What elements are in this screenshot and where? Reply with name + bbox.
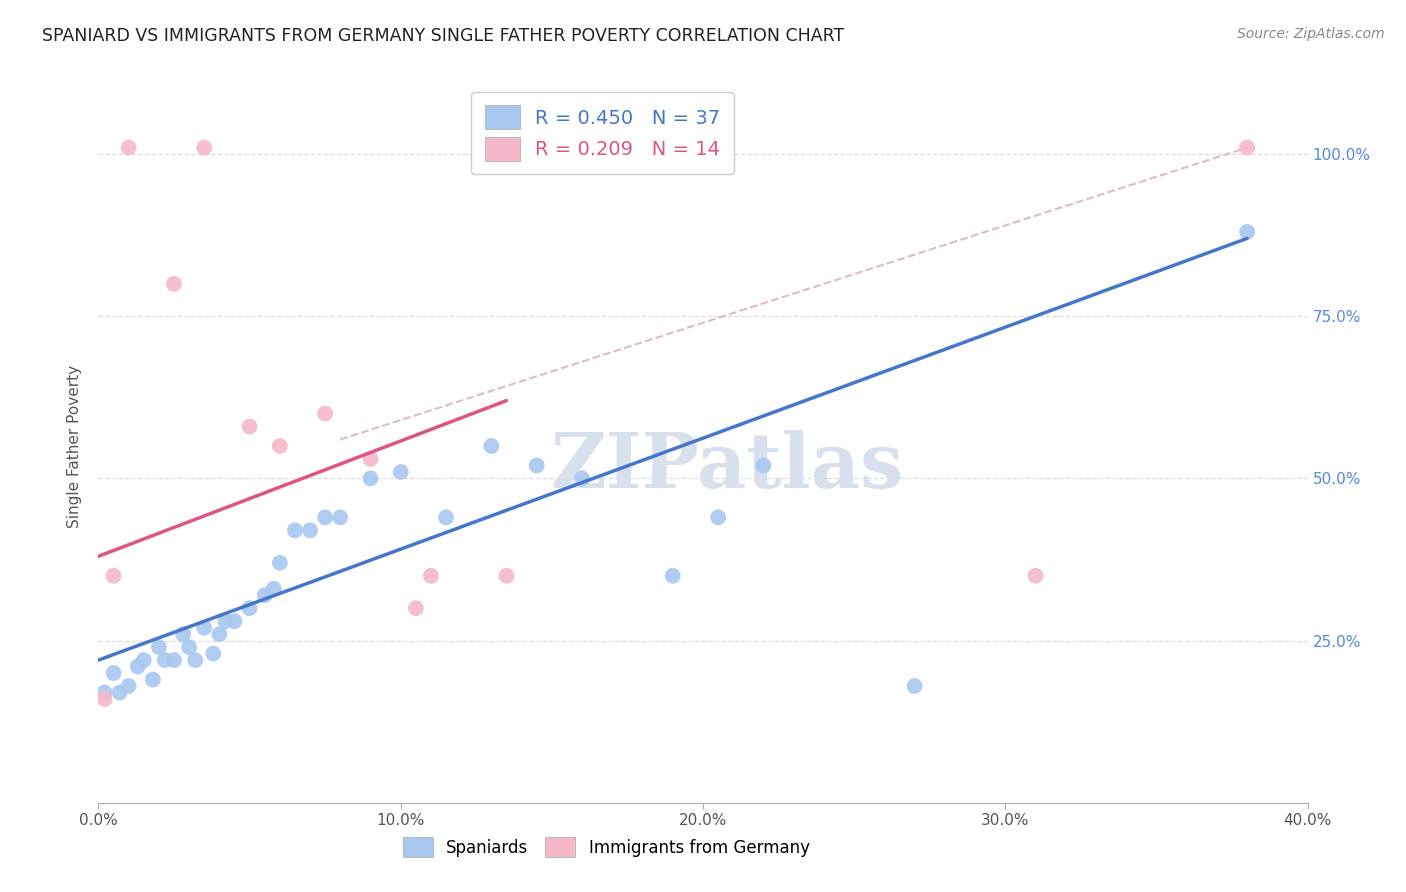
Point: [284, 524, 307, 538]
Point: [299, 524, 322, 538]
Point: [193, 140, 215, 154]
Point: [481, 439, 503, 453]
Point: [389, 465, 412, 479]
Point: [118, 140, 141, 154]
Point: [314, 510, 336, 524]
Point: [224, 614, 246, 628]
Point: [434, 510, 457, 524]
Point: [103, 666, 125, 681]
Point: [904, 679, 927, 693]
Point: [707, 510, 730, 524]
Point: [263, 582, 285, 596]
Point: [239, 419, 262, 434]
Point: [1236, 140, 1258, 154]
Point: [172, 627, 194, 641]
Text: SPANIARD VS IMMIGRANTS FROM GERMANY SINGLE FATHER POVERTY CORRELATION CHART: SPANIARD VS IMMIGRANTS FROM GERMANY SING…: [42, 27, 845, 45]
Point: [193, 621, 215, 635]
Point: [253, 588, 276, 602]
Point: [163, 277, 186, 291]
Point: [148, 640, 170, 654]
Point: [103, 568, 125, 582]
Point: [269, 556, 291, 570]
Point: [179, 640, 201, 654]
Point: [1236, 225, 1258, 239]
Point: [93, 692, 115, 706]
Point: [360, 452, 382, 467]
Text: Source: ZipAtlas.com: Source: ZipAtlas.com: [1237, 27, 1385, 41]
Point: [184, 653, 207, 667]
Point: [314, 407, 336, 421]
Point: [214, 614, 236, 628]
Point: [405, 601, 427, 615]
Point: [93, 685, 115, 699]
Point: [1024, 568, 1046, 582]
Point: [360, 471, 382, 485]
Point: [118, 679, 141, 693]
Point: [108, 685, 131, 699]
Legend: Spaniards, Immigrants from Germany: Spaniards, Immigrants from Germany: [395, 829, 818, 866]
Point: [420, 568, 443, 582]
Point: [526, 458, 548, 473]
Point: [329, 510, 352, 524]
Point: [132, 653, 155, 667]
Point: [153, 653, 176, 667]
Point: [661, 568, 683, 582]
Point: [163, 653, 186, 667]
Point: [127, 659, 149, 673]
Point: [202, 647, 225, 661]
Point: [208, 627, 231, 641]
Point: [239, 601, 262, 615]
Point: [269, 439, 291, 453]
Point: [571, 471, 593, 485]
Point: [752, 458, 775, 473]
Y-axis label: Single Father Poverty: Single Father Poverty: [67, 365, 83, 527]
Point: [495, 568, 517, 582]
Text: ZIPatlas: ZIPatlas: [551, 431, 904, 504]
Point: [142, 673, 165, 687]
